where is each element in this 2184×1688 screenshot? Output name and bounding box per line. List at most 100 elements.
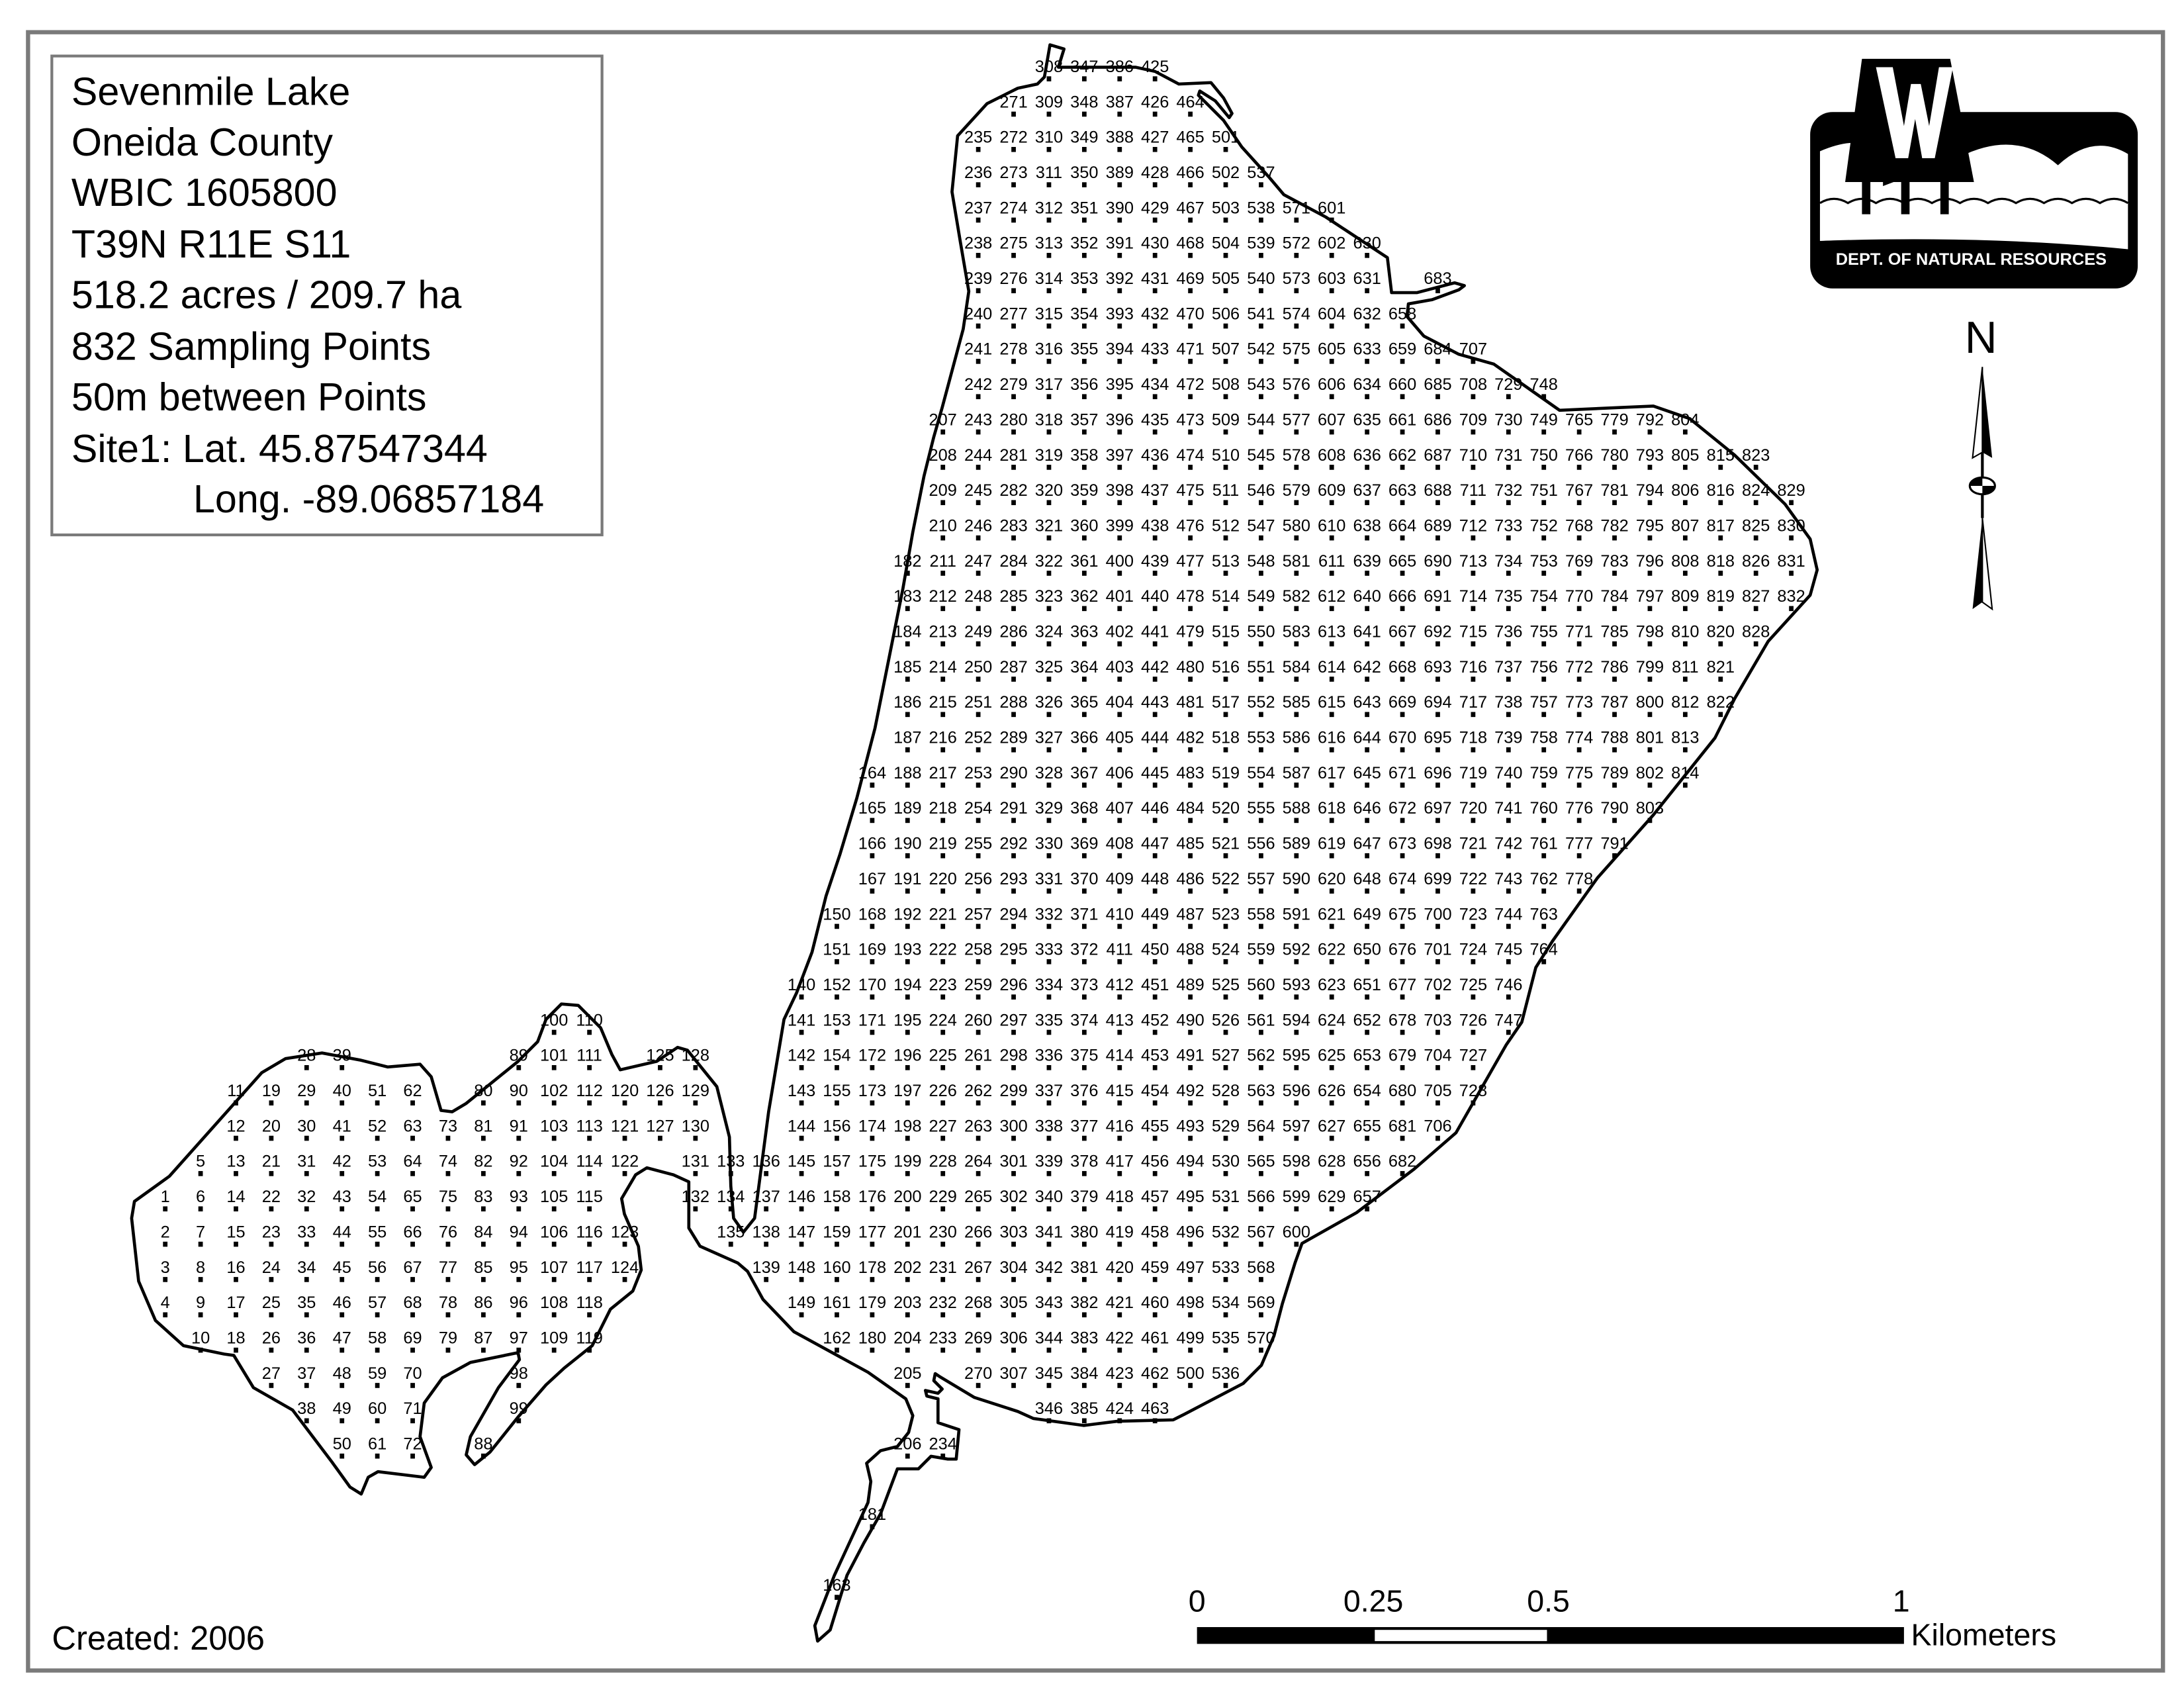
- sampling-point: 495: [1176, 1188, 1205, 1212]
- square-point-icon: [1081, 1100, 1087, 1105]
- sampling-point: 458: [1141, 1223, 1169, 1247]
- sampling-point-label: 56: [368, 1258, 387, 1277]
- sampling-point-label: 620: [1318, 870, 1345, 888]
- square-point-icon: [445, 1135, 451, 1141]
- sampling-point: 590: [1283, 870, 1310, 894]
- square-point-icon: [1223, 782, 1228, 788]
- sampling-point: 207: [929, 410, 957, 435]
- square-point-icon: [1753, 465, 1758, 470]
- square-point-icon: [1471, 818, 1476, 823]
- sampling-point: 429: [1141, 199, 1169, 223]
- sampling-point-label: 815: [1707, 446, 1735, 465]
- sampling-point-label: 794: [1636, 481, 1664, 500]
- square-point-icon: [1576, 535, 1582, 541]
- sampling-point: 405: [1106, 729, 1134, 753]
- square-point-icon: [1365, 1065, 1370, 1070]
- sampling-point: 827: [1742, 587, 1770, 612]
- square-point-icon: [1682, 571, 1688, 576]
- sampling-point-label: 699: [1424, 870, 1451, 888]
- sampling-point-label: 137: [752, 1188, 780, 1206]
- sampling-point-label: 713: [1459, 552, 1487, 571]
- sampling-point-label: 12: [226, 1117, 245, 1135]
- sampling-point-label: 710: [1459, 446, 1487, 465]
- sampling-point: 122: [611, 1152, 639, 1176]
- square-point-icon: [304, 1206, 309, 1212]
- sampling-point: 534: [1212, 1293, 1240, 1318]
- sampling-point: 331: [1035, 870, 1063, 894]
- sampling-point-label: 427: [1141, 128, 1169, 147]
- sampling-point-label: 412: [1106, 976, 1134, 994]
- sampling-point-label: 380: [1070, 1223, 1098, 1241]
- sampling-point: 522: [1212, 870, 1240, 894]
- scale-tick-0-25: 0.25: [1343, 1584, 1404, 1618]
- square-point-icon: [1471, 712, 1476, 718]
- sampling-point-label: 216: [929, 729, 957, 747]
- sampling-point-label: 385: [1070, 1399, 1098, 1418]
- sampling-point-label: 259: [964, 976, 992, 994]
- square-point-icon: [1365, 747, 1370, 753]
- square-point-icon: [799, 1206, 804, 1212]
- sampling-point-label: 317: [1035, 375, 1063, 394]
- sampling-point: 141: [788, 1011, 815, 1035]
- sampling-point: 450: [1141, 941, 1169, 964]
- square-point-icon: [516, 1418, 522, 1424]
- sampling-point-label: 554: [1247, 764, 1275, 782]
- square-point-icon: [905, 1065, 910, 1070]
- square-point-icon: [1188, 818, 1193, 823]
- square-point-icon: [1329, 465, 1334, 470]
- square-point-icon: [1152, 1347, 1158, 1353]
- sampling-point: 401: [1106, 587, 1134, 612]
- square-point-icon: [1753, 641, 1758, 647]
- square-point-icon: [799, 1065, 804, 1070]
- sampling-point-label: 330: [1035, 835, 1063, 853]
- sampling-point-label: 45: [333, 1258, 351, 1277]
- sampling-point: 477: [1176, 552, 1205, 576]
- square-point-icon: [1576, 853, 1582, 859]
- square-point-icon: [1400, 465, 1405, 470]
- square-point-icon: [1117, 1312, 1122, 1318]
- sampling-point-label: 7: [196, 1223, 205, 1241]
- svg-text:DEPT. OF NATURAL RESOURCES: DEPT. OF NATURAL RESOURCES: [1836, 250, 2107, 269]
- sampling-point-label: 674: [1388, 870, 1416, 888]
- sampling-point-label: 619: [1318, 835, 1345, 853]
- sampling-point-label: 91: [510, 1117, 528, 1135]
- sampling-point-label: 405: [1106, 729, 1134, 747]
- sampling-point: 422: [1106, 1329, 1134, 1353]
- sampling-point: 113: [576, 1117, 603, 1141]
- square-point-icon: [340, 1135, 345, 1141]
- square-point-icon: [1259, 1277, 1263, 1282]
- square-point-icon: [1506, 1029, 1511, 1035]
- sampling-point-label: 511: [1212, 481, 1239, 500]
- sampling-point: 631: [1353, 269, 1381, 293]
- square-point-icon: [551, 1029, 557, 1035]
- sampling-point-label: 352: [1070, 234, 1098, 253]
- square-point-icon: [1471, 641, 1476, 647]
- sampling-point: 423: [1106, 1364, 1134, 1388]
- sampling-point-label: 532: [1212, 1223, 1240, 1241]
- sampling-point-label: 168: [858, 905, 886, 923]
- sampling-point: 56: [368, 1258, 387, 1282]
- sampling-point-label: 530: [1212, 1152, 1240, 1171]
- sampling-point: 776: [1565, 799, 1593, 823]
- sampling-point: 340: [1035, 1188, 1063, 1212]
- square-point-icon: [1152, 888, 1158, 894]
- sampling-point: 447: [1141, 835, 1169, 859]
- sampling-point: 198: [893, 1117, 921, 1141]
- sampling-point-label: 546: [1247, 481, 1275, 500]
- square-point-icon: [480, 1347, 486, 1353]
- sampling-point: 272: [999, 128, 1028, 152]
- sampling-point-label: 127: [646, 1117, 674, 1135]
- sampling-point-label: 97: [510, 1329, 528, 1347]
- square-point-icon: [1647, 606, 1653, 612]
- sampling-point: 17: [226, 1293, 246, 1318]
- sampling-point: 14: [226, 1188, 246, 1212]
- sampling-point: 355: [1070, 340, 1099, 364]
- sampling-point-label: 376: [1070, 1082, 1098, 1100]
- sampling-point-label: 416: [1106, 1117, 1134, 1135]
- sampling-point: 604: [1318, 305, 1345, 329]
- square-point-icon: [1188, 1241, 1193, 1247]
- sampling-point-label: 812: [1671, 693, 1699, 712]
- sampling-point: 418: [1106, 1188, 1134, 1212]
- sampling-point: 668: [1388, 658, 1416, 682]
- sampling-point: 682: [1388, 1152, 1416, 1176]
